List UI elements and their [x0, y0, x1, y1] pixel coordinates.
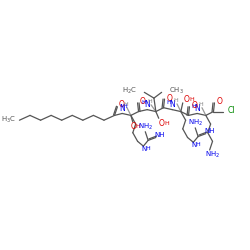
Text: H: H — [135, 124, 140, 130]
Text: N: N — [169, 100, 175, 109]
Text: Cl: Cl — [228, 106, 235, 115]
Text: H: H — [146, 146, 150, 150]
Text: N: N — [192, 142, 197, 148]
Text: N: N — [119, 104, 125, 113]
Text: N: N — [194, 104, 200, 113]
Text: H: H — [166, 100, 171, 105]
Text: O: O — [159, 118, 164, 128]
Text: H: H — [148, 100, 152, 104]
Text: O: O — [184, 94, 190, 104]
Text: N: N — [142, 146, 147, 152]
Text: $\mathregular{H_3C}$: $\mathregular{H_3C}$ — [0, 115, 16, 125]
Text: H: H — [141, 100, 146, 105]
Text: H: H — [189, 96, 194, 102]
Text: O: O — [216, 98, 222, 106]
Text: NH: NH — [204, 128, 215, 134]
Text: O: O — [131, 122, 137, 132]
Text: O: O — [191, 101, 197, 110]
Text: H: H — [124, 102, 128, 107]
Text: N: N — [144, 100, 150, 109]
Text: O: O — [166, 94, 172, 102]
Text: H: H — [196, 142, 200, 147]
Text: $\mathregular{NH_2}$: $\mathregular{NH_2}$ — [205, 150, 220, 160]
Text: H: H — [164, 120, 169, 126]
Text: H: H — [191, 104, 196, 109]
Text: $\mathregular{CH_3}$: $\mathregular{CH_3}$ — [169, 85, 184, 96]
Text: H: H — [174, 98, 178, 103]
Text: O: O — [118, 100, 124, 109]
Text: $\mathregular{NH_2}$: $\mathregular{NH_2}$ — [188, 118, 203, 128]
Text: H: H — [199, 102, 203, 107]
Text: NH: NH — [154, 132, 165, 138]
Text: H: H — [123, 104, 128, 109]
Text: O: O — [140, 98, 145, 106]
Text: $\mathregular{H_2C}$: $\mathregular{H_2C}$ — [122, 86, 137, 97]
Text: $\mathregular{NH_2}$: $\mathregular{NH_2}$ — [138, 122, 153, 132]
